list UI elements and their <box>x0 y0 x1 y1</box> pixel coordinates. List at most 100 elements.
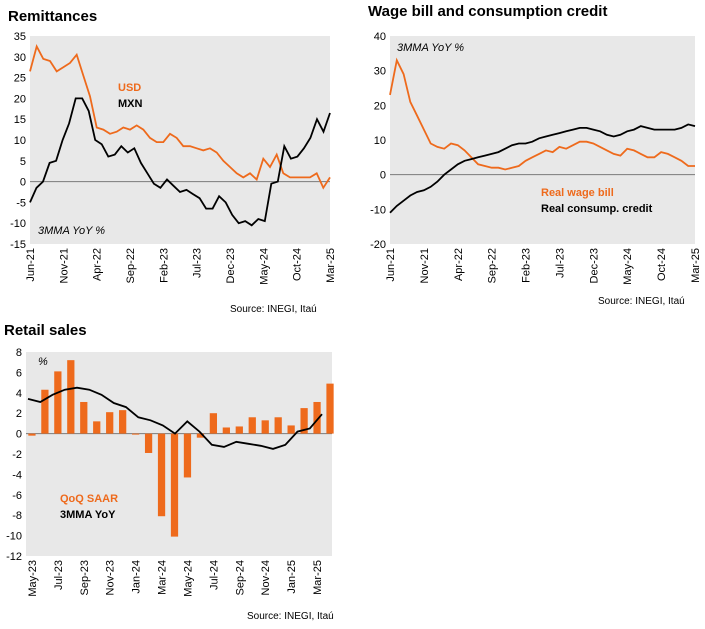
remittances-title: Remittances <box>8 8 98 25</box>
remittances-x-tick-label: Feb-23 <box>158 248 170 283</box>
retail-bar <box>93 421 101 434</box>
wage-x-tick-label: Jul-23 <box>554 248 566 278</box>
retail-bar <box>274 417 282 434</box>
retail-bar <box>261 420 269 434</box>
wage-x-tick-label: Jun-21 <box>385 248 397 282</box>
remittances-x-tick-label: Dec-23 <box>225 248 237 283</box>
remittances-legend-usd: USD <box>118 82 141 94</box>
retail-bar <box>287 425 295 434</box>
retail-x-tick-label: Mar-25 <box>312 560 324 595</box>
retail-y-tick-label: 0 <box>16 429 22 441</box>
remittances-y-tick-label: 35 <box>14 31 26 43</box>
retail-bar <box>106 412 114 434</box>
retail-x-tick-label: Nov-23 <box>105 560 117 595</box>
retail-bar <box>41 389 49 434</box>
retail-bar <box>170 433 179 537</box>
retail-bar <box>222 427 230 434</box>
retail-x-tick-label: Sep-24 <box>234 560 246 595</box>
retail-bar <box>313 401 321 434</box>
wage-x-tick-label: May-24 <box>622 248 634 285</box>
retail-y-tick-label: -4 <box>12 469 22 481</box>
wage-legend-real-consump-credit: Real consump. credit <box>541 203 653 215</box>
wage-x-tick-label: Apr-22 <box>453 248 465 281</box>
remittances-y-tick-label: -15 <box>10 239 26 251</box>
retail-x-tick-label: May-24 <box>182 560 194 597</box>
retail-y-tick-label: 8 <box>16 347 22 359</box>
remittances-y-tick-label: 15 <box>14 114 26 126</box>
retail-legend-qoq-saar: QoQ SAAR <box>60 493 118 505</box>
retail-bar <box>157 433 166 517</box>
retail-x-tick-label: Jan-25 <box>286 560 298 594</box>
remittances-y-tick-label: 0 <box>20 177 26 189</box>
wage-y-tick-label: 40 <box>374 31 386 43</box>
wage-unit-note: 3MMA YoY % <box>397 42 464 54</box>
retail-unit-note: % <box>38 356 48 368</box>
remittances-source: Source: INEGI, Itaú <box>230 304 317 315</box>
retail-y-tick-label: -10 <box>6 531 22 543</box>
retail-bar <box>326 383 334 434</box>
retail-x-tick-label: Jul-23 <box>53 560 65 590</box>
retail-y-tick-label: 4 <box>16 388 22 400</box>
wage-line-real-consump-credit <box>389 123 696 214</box>
remittances-y-tick-label: 30 <box>14 52 26 64</box>
retail-bar <box>144 433 153 453</box>
retail-source: Source: INEGI, Itaú <box>247 611 334 622</box>
retail-bar <box>235 426 243 434</box>
remittances-x-tick-label: Mar-25 <box>325 248 337 283</box>
remittances-y-tick-label: 20 <box>14 93 26 105</box>
wage-x-tick-label: Oct-24 <box>656 248 668 281</box>
retail-y-tick-label: -2 <box>12 449 22 461</box>
wage-y-tick-label: 10 <box>374 135 386 147</box>
retail-bar <box>300 408 308 434</box>
retail-x-tick-label: Nov-24 <box>260 560 272 595</box>
retail-y-tick-label: 2 <box>16 408 22 420</box>
retail-x-tick-label: Jul-24 <box>208 560 220 590</box>
retail-chart: 8 6 4 2 0 -2 -4 -6 -8 -10 -12 May-23 Jul-23 Sep-23 Nov… <box>6 347 334 597</box>
retail-y-tick-label: 6 <box>16 367 22 379</box>
remittances-line-usd <box>29 43 331 190</box>
remittances-plot-area <box>30 36 330 244</box>
retail-bar <box>183 433 192 478</box>
remittances-unit-note: 3MMA YoY % <box>38 225 105 237</box>
remittances-x-tick-label: Nov-21 <box>58 248 70 283</box>
wage-y-tick-label: 0 <box>380 170 386 182</box>
retail-x-tick-label: Mar-24 <box>157 560 169 595</box>
remittances-x-tick-label: Jun-21 <box>25 248 37 282</box>
remittances-y-tick-label: -5 <box>16 197 26 209</box>
remittances-y-tick-label: 25 <box>14 73 26 85</box>
retail-bar <box>80 401 88 434</box>
wage-legend-real-wage-bill: Real wage bill <box>541 187 614 199</box>
retail-bar <box>54 371 62 434</box>
wage-x-tick-label: Nov-21 <box>419 248 431 283</box>
retail-y-tick-label: -6 <box>12 490 22 502</box>
wage-title: Wage bill and consumption credit <box>368 3 608 20</box>
wage-x-tick-label: Dec-23 <box>588 248 600 283</box>
remittances-x-tick-label: Sep-22 <box>125 248 137 283</box>
retail-bar <box>119 410 127 434</box>
retail-bar <box>67 360 75 434</box>
remittances-legend-mxn: MXN <box>118 98 143 110</box>
wage-y-tick-label: 20 <box>374 100 386 112</box>
remittances-y-tick-label: 5 <box>20 156 26 168</box>
retail-line-3mma-yoy <box>27 386 323 450</box>
remittances-line-mxn <box>29 97 331 227</box>
retail-plot-area <box>26 352 332 556</box>
wage-x-tick-label: Sep-22 <box>487 248 499 283</box>
retail-title: Retail sales <box>4 322 87 339</box>
wage-x-tick-label: Mar-25 <box>690 248 702 283</box>
wage-source: Source: INEGI, Itaú <box>598 296 685 307</box>
wage-x-tick-label: Feb-23 <box>521 248 533 283</box>
retail-legend-3mma-yoy: 3MMA YoY <box>60 509 116 521</box>
wage-y-tick-label: 30 <box>374 66 386 78</box>
remittances-y-tick-label: 10 <box>14 135 26 147</box>
wage-line-real-wage-bill <box>389 57 695 171</box>
retail-y-tick-label: -12 <box>6 551 22 563</box>
remittances-x-tick-label: Jul-23 <box>192 248 204 278</box>
retail-bar <box>248 417 256 434</box>
remittances-x-tick-label: Oct-24 <box>292 248 304 281</box>
retail-bar <box>209 413 218 434</box>
remittances-x-tick-label: May-24 <box>258 248 270 285</box>
retail-bar <box>28 433 36 436</box>
